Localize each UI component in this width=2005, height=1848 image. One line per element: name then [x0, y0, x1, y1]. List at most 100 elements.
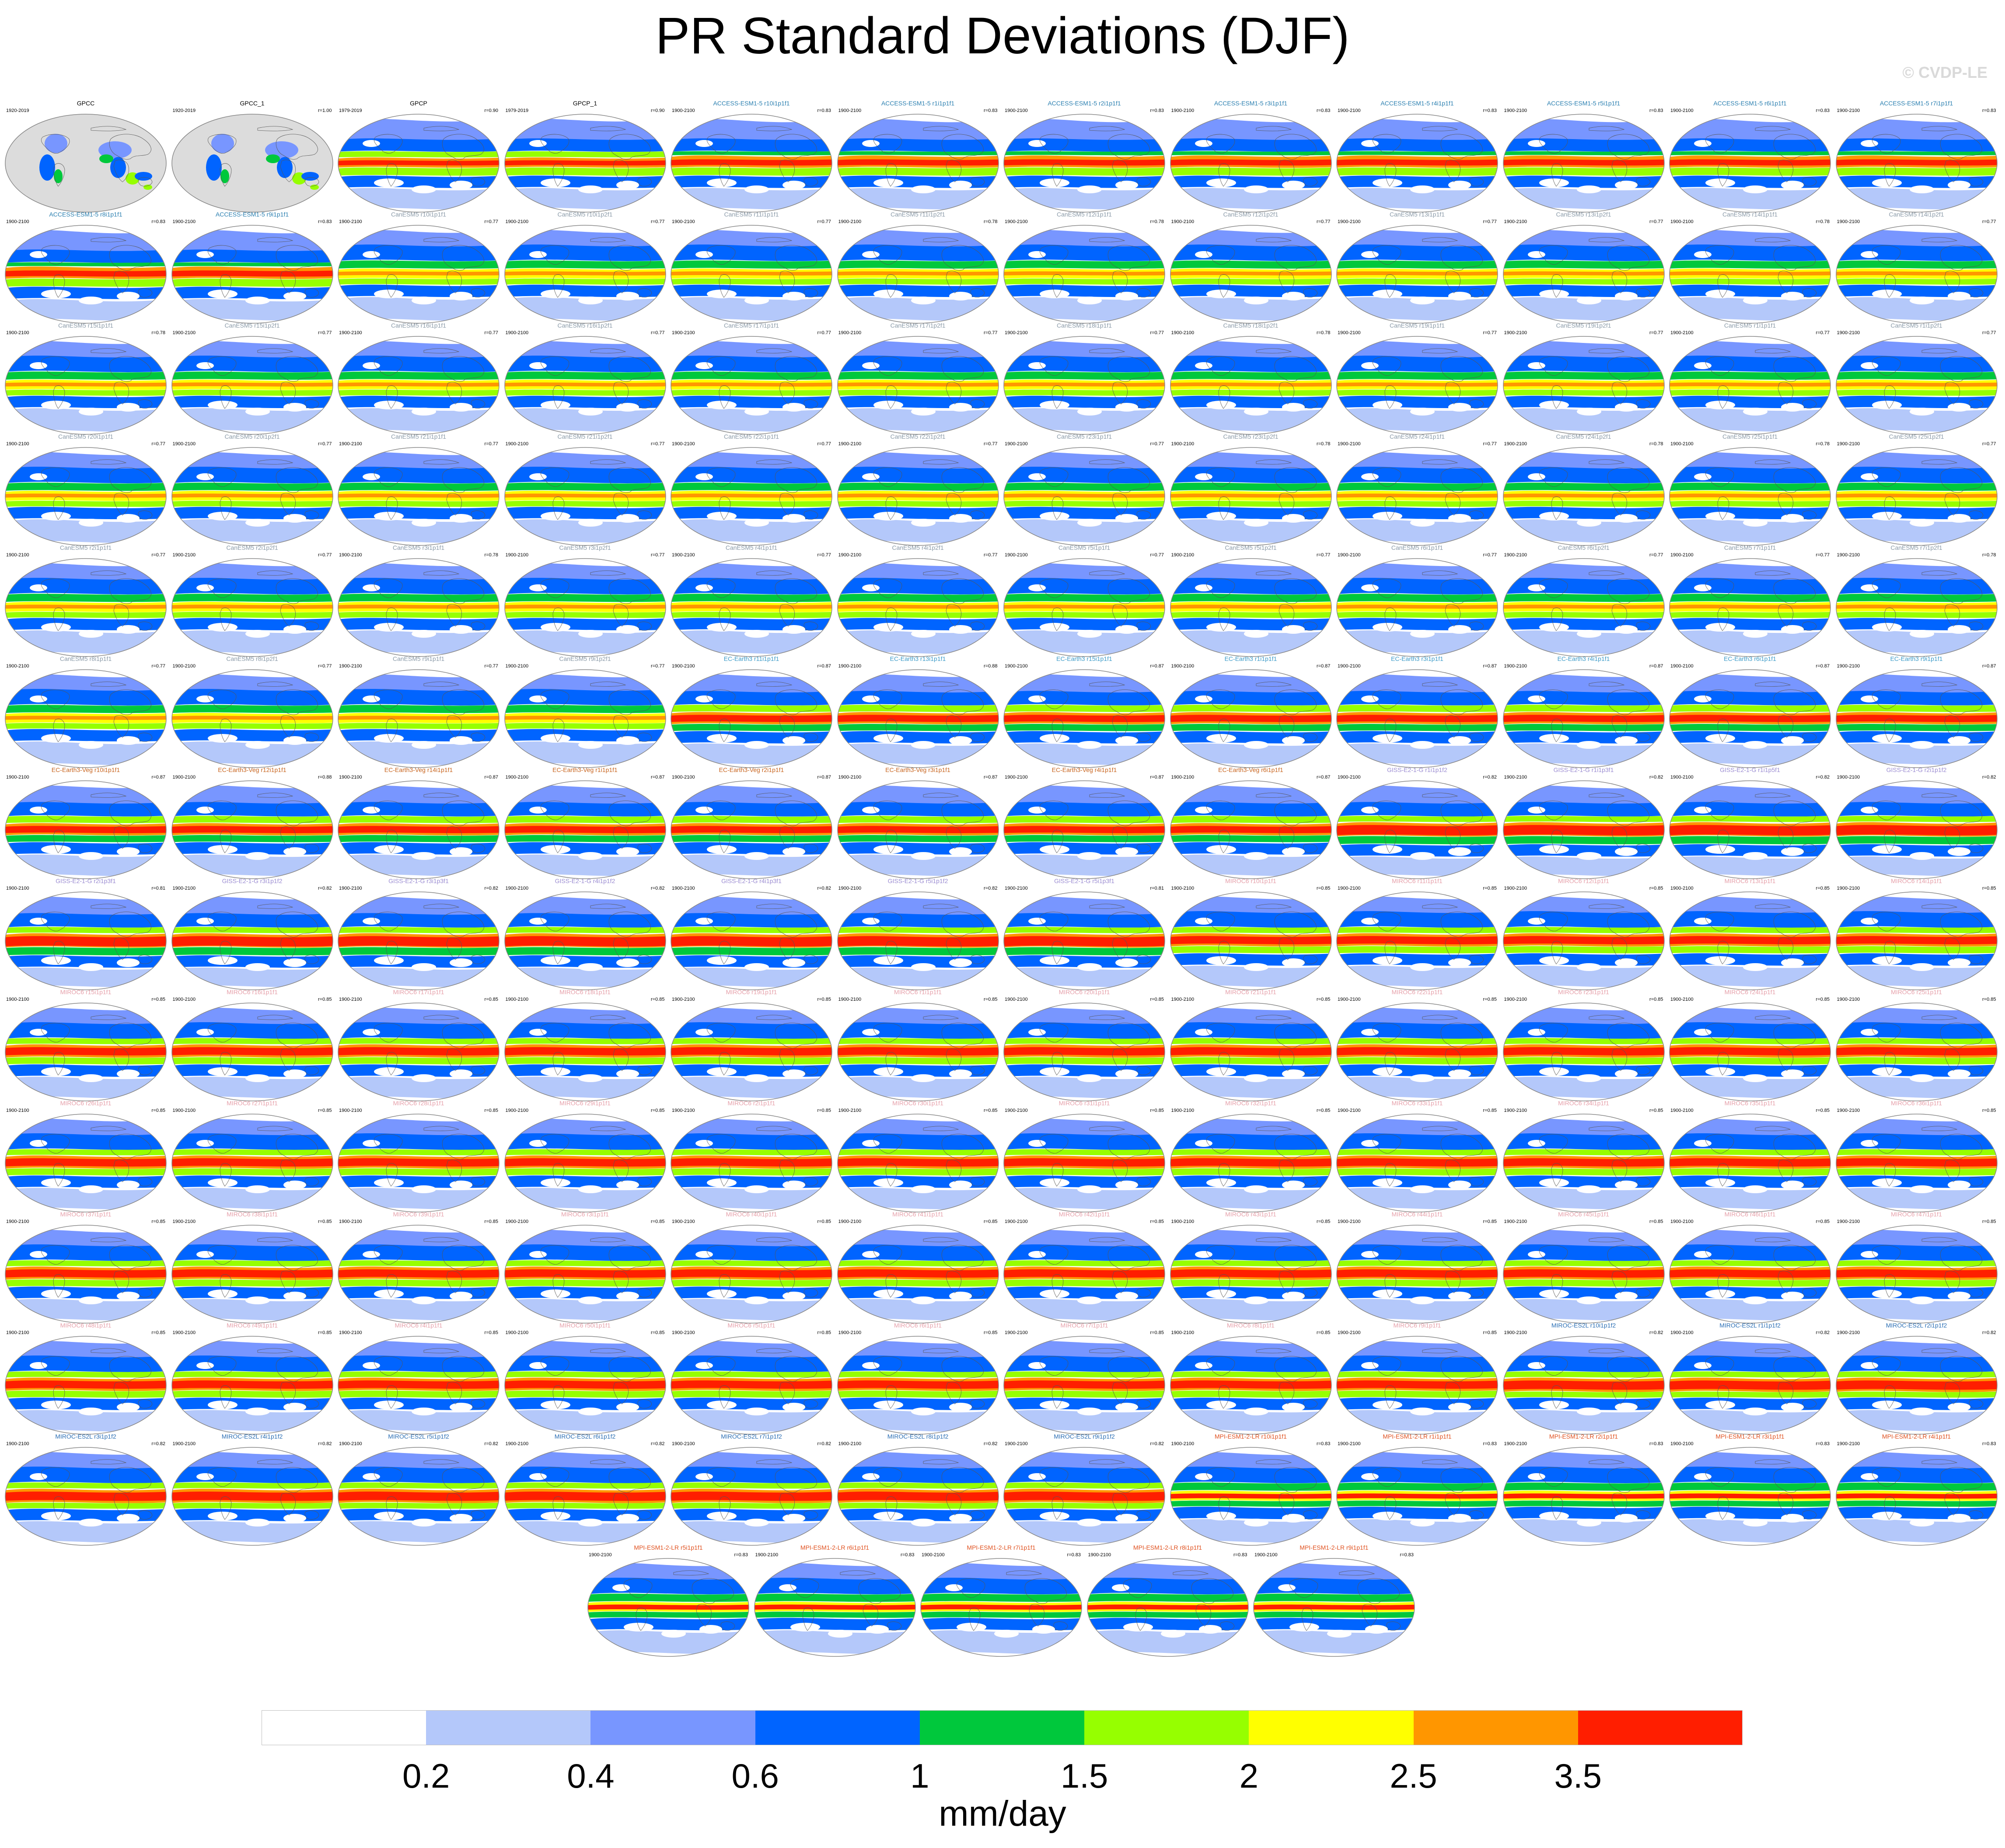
panel-title: GISS-E2-1-G r3i1p3f1: [388, 877, 449, 884]
map-svg: [1003, 1114, 1165, 1212]
precip-band: [5, 395, 166, 409]
precip-band: [1503, 1168, 1664, 1176]
precip-band: [5, 802, 166, 817]
precip-band: [1836, 1380, 1997, 1390]
coastline: [257, 459, 293, 465]
coastline: [442, 689, 484, 715]
map-svg: [504, 1336, 666, 1435]
coastline: [1755, 681, 1791, 687]
panel-title: GISS-E2-1-G r1i1p3f1: [1553, 766, 1614, 773]
dry-patch: [283, 1292, 306, 1300]
coastline: [423, 237, 460, 242]
coastline: [1778, 493, 1793, 516]
dry-patch: [1872, 845, 1902, 854]
dry-patch: [1527, 807, 1545, 814]
panel-correlation: r=0.77: [1982, 441, 1996, 447]
map-border: [837, 336, 999, 435]
map-svg: [1170, 225, 1332, 324]
precip-band: [171, 927, 333, 933]
precip-band: [1170, 138, 1331, 152]
dry-patch: [1705, 1401, 1735, 1409]
panel-years: 1900-2100: [1005, 886, 1028, 891]
panel-years: 1900-2100: [838, 775, 862, 780]
dry-patch: [1448, 1069, 1471, 1078]
coastline: [1589, 348, 1624, 353]
panel-title: MIROC6 r3i1p1f1: [561, 1211, 609, 1218]
dry-patch: [245, 1408, 270, 1415]
precip-band: [504, 604, 666, 609]
dry-patch: [616, 958, 639, 967]
coastline: [706, 134, 736, 154]
precip-band: [1836, 630, 1997, 654]
precip-band: [338, 936, 499, 947]
precip-band: [1836, 946, 1997, 954]
precip-band: [1503, 159, 1664, 166]
panel-years: 1900-2100: [1171, 552, 1195, 558]
precip-band: [1836, 1279, 1997, 1287]
panel-years: 1900-2100: [1504, 664, 1527, 669]
dry-patch: [540, 1289, 570, 1298]
dry-patch: [695, 918, 713, 925]
dry-patch: [957, 1623, 986, 1631]
coastline: [280, 826, 296, 849]
precip-band: [338, 395, 499, 409]
precip-band: [504, 1279, 666, 1287]
coastline: [1256, 1126, 1292, 1131]
dry-patch: [1872, 1401, 1902, 1409]
precip-band: [1004, 968, 1165, 988]
map-panel: MIROC6 r43i1p1f1 1900-2100 r=0.85: [1169, 1211, 1333, 1325]
coastline: [1755, 126, 1791, 131]
coastline: [1278, 382, 1294, 405]
precip-band: [504, 1158, 666, 1167]
panel-title: MIROC-ES2L r6i1p1f2: [554, 1433, 616, 1440]
coastline: [552, 385, 564, 409]
precip-band: [171, 816, 333, 823]
precip-band: [1170, 467, 1331, 483]
coastline: [885, 941, 897, 964]
coastline: [1136, 844, 1151, 853]
dry-patch: [1195, 918, 1212, 925]
dry-patch: [529, 584, 547, 591]
coastline: [1274, 800, 1317, 826]
dry-patch: [207, 401, 238, 409]
precip-band: [1670, 188, 1830, 210]
coastline: [109, 578, 151, 604]
precip-band: [1170, 278, 1331, 285]
coastline: [442, 1023, 484, 1048]
precip-band: [504, 913, 666, 928]
panel-title: CanESM5 r14i1p1f1: [1722, 211, 1778, 218]
coastline: [41, 1245, 70, 1265]
map-svg: [1835, 669, 1998, 768]
map-svg: [1170, 114, 1332, 213]
precip-band: [1670, 271, 1830, 276]
panel-title: CanESM5 r22i1p1f1: [723, 433, 779, 440]
dry-patch: [1947, 625, 1970, 634]
panel-years: 1900-2100: [1171, 219, 1195, 224]
precip-band: [171, 1502, 333, 1509]
coastline: [1921, 1015, 1957, 1020]
precip-band: [1337, 691, 1498, 706]
dry-patch: [1781, 181, 1804, 189]
precip-band: [338, 705, 499, 713]
precip-band: [1670, 1158, 1830, 1167]
panel-title: MPI-ESM1-2-LR r1i1p1f1: [1383, 1433, 1452, 1440]
dry-patch: [873, 1401, 903, 1409]
dry-patch: [616, 403, 639, 412]
precip-band: [1170, 1133, 1331, 1150]
precip-band: [1337, 1133, 1498, 1150]
precip-band: [504, 716, 666, 720]
precip-band: [671, 1158, 832, 1167]
panel-years: 1900-2100: [1837, 1108, 1860, 1113]
precip-band: [837, 1168, 999, 1176]
precip-band: [1170, 1149, 1331, 1156]
map-svg: [1835, 1447, 1998, 1546]
coastline: [552, 608, 564, 631]
precip-band: [1337, 705, 1498, 712]
precip-band: [1503, 604, 1664, 609]
dry-patch: [1077, 297, 1102, 304]
map-svg: [171, 780, 333, 879]
coastline: [923, 1126, 959, 1131]
precip-band: [171, 493, 333, 498]
dry-patch: [744, 1185, 769, 1193]
dry-patch: [30, 1251, 47, 1258]
